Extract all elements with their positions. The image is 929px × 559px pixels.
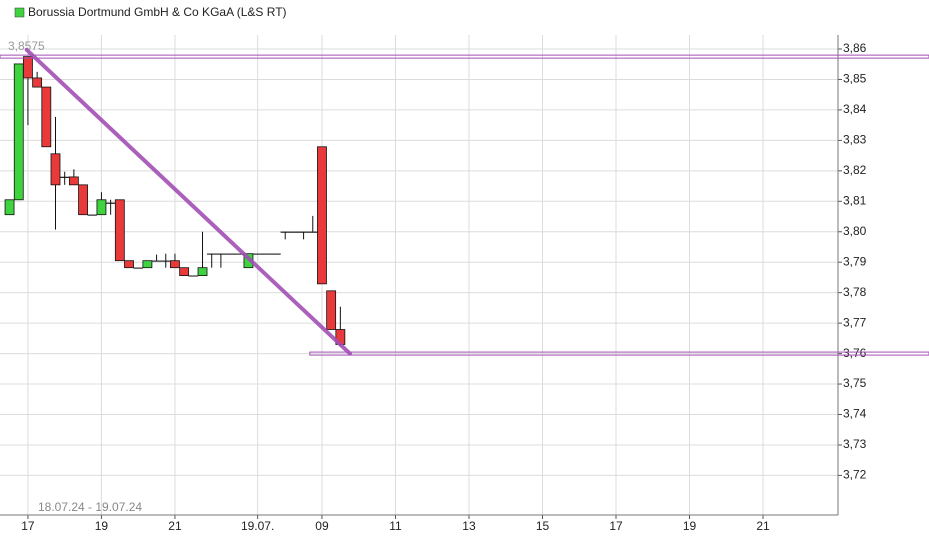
x-tick-label: 17 — [21, 519, 35, 533]
x-tick-label: 21 — [168, 519, 182, 533]
candle-body — [133, 267, 143, 269]
y-tick-label: 3,72 — [843, 468, 867, 482]
candle-body — [4, 199, 15, 216]
x-tick-label: 19 — [683, 519, 697, 533]
candle-body — [50, 153, 61, 186]
candle-body — [151, 260, 162, 262]
high-label: 3,8575 — [8, 39, 45, 53]
x-tick-label: 09 — [315, 519, 329, 533]
candle-body — [114, 199, 125, 262]
candle-body — [252, 253, 263, 255]
x-tick-label: 13 — [462, 519, 476, 533]
x-tick-label: 21 — [756, 519, 770, 533]
candle-body — [142, 260, 153, 269]
y-tick-label: 3,76 — [843, 346, 867, 360]
x-tick-label: 17 — [609, 519, 623, 533]
candle-body — [105, 202, 116, 204]
candle-body — [280, 231, 290, 233]
y-tick-label: 3,79 — [843, 254, 867, 268]
y-tick-label: 3,84 — [843, 102, 867, 116]
y-tick-label: 3,74 — [843, 407, 867, 421]
candle-body — [13, 63, 24, 201]
y-tick-label: 3,86 — [843, 41, 867, 55]
candle-body — [317, 146, 327, 285]
candle-body — [271, 253, 281, 255]
candle-body — [207, 253, 217, 255]
candle-body — [96, 199, 107, 216]
candle-body — [326, 290, 337, 330]
candle-body — [60, 176, 70, 178]
candle-body — [308, 231, 318, 233]
candle-body — [23, 56, 33, 79]
x-tick-label: 19.07. — [241, 519, 274, 533]
candle-body — [124, 260, 134, 269]
candle-body — [170, 260, 180, 269]
x-tick-label: 15 — [536, 519, 550, 533]
candle-body — [197, 267, 208, 277]
y-tick-label: 3,85 — [843, 72, 867, 86]
chart-title: Borussia Dortmund GmbH & Co KGaA (L&S RT… — [28, 5, 287, 19]
y-tick-label: 3,83 — [843, 133, 867, 147]
high-line — [0, 54, 929, 59]
candle-body — [41, 86, 52, 148]
candle-body — [225, 253, 235, 255]
candle-body — [161, 260, 171, 262]
y-tick-label: 3,81 — [843, 193, 867, 207]
candle-body — [68, 176, 79, 186]
legend-swatch — [14, 7, 25, 18]
candle-body — [262, 253, 272, 255]
y-tick-label: 3,75 — [843, 376, 867, 390]
candle-body — [78, 184, 88, 216]
x-tick-label: 11 — [389, 519, 402, 533]
y-tick-label: 3,77 — [843, 315, 867, 329]
candle-body — [179, 267, 190, 277]
candle-body — [87, 214, 97, 216]
candle-body — [188, 275, 198, 277]
candle-body — [216, 253, 226, 255]
candle-body — [298, 231, 309, 233]
y-tick-label: 3,73 — [843, 437, 867, 451]
y-tick-label: 3,82 — [843, 163, 867, 177]
y-tick-label: 3,78 — [843, 285, 867, 299]
candle-body — [32, 77, 43, 88]
y-tick-label: 3,80 — [843, 224, 867, 238]
candle-body — [289, 231, 300, 233]
date-range: 18.07.24 - 19.07.24 — [38, 500, 142, 514]
trendline — [24, 47, 352, 356]
low-line — [309, 351, 929, 356]
x-tick-label: 19 — [95, 519, 109, 533]
